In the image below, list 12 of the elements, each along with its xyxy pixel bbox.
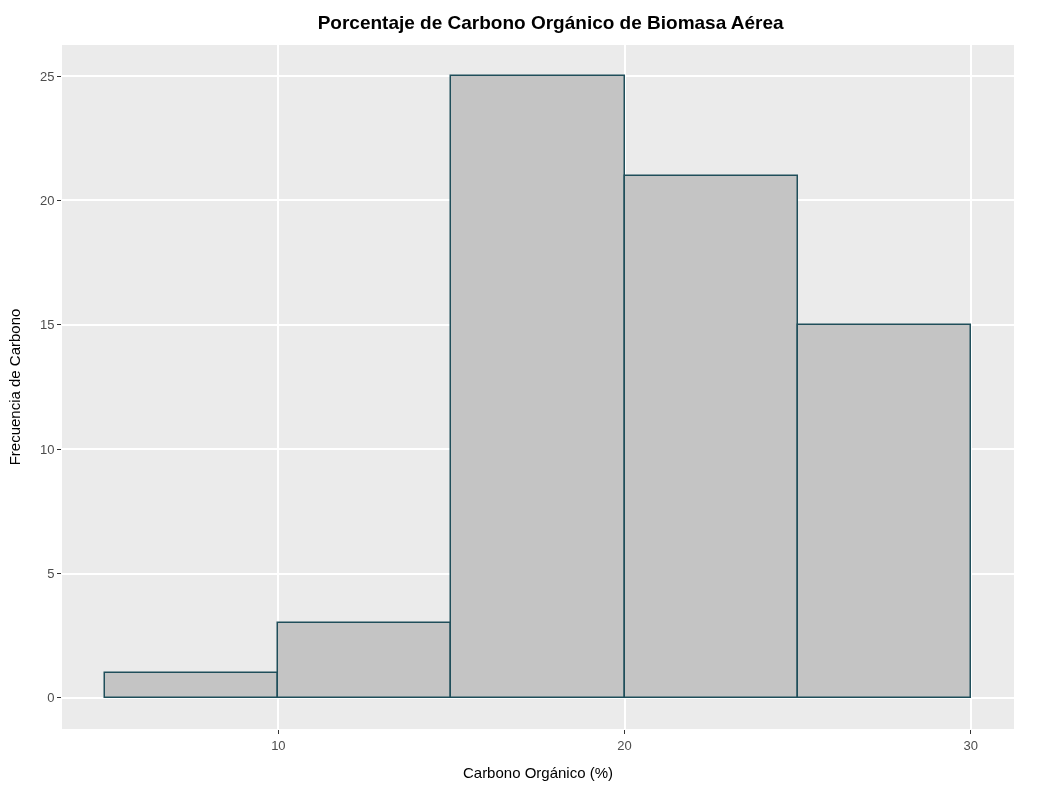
x-tick-label: 30 <box>963 737 978 753</box>
x-tick-label: 20 <box>617 737 632 753</box>
x-tick-label: 10 <box>271 737 286 753</box>
y-tick-label: 15 <box>39 317 55 333</box>
x-axis-title: Carbono Orgánico (%) <box>462 763 614 781</box>
y-tick-label: 20 <box>39 193 55 208</box>
y-tick-label: 0 <box>47 690 55 706</box>
y-tick-label: 5 <box>47 566 55 582</box>
y-tick-label: 25 <box>39 68 55 84</box>
y-tick-label: 10 <box>39 441 55 457</box>
y-axis-title: Frecuencia de Carbono <box>6 308 24 466</box>
chart-title: Porcentaje de Carbono Orgánico de Biomasa Aérea <box>317 11 785 33</box>
